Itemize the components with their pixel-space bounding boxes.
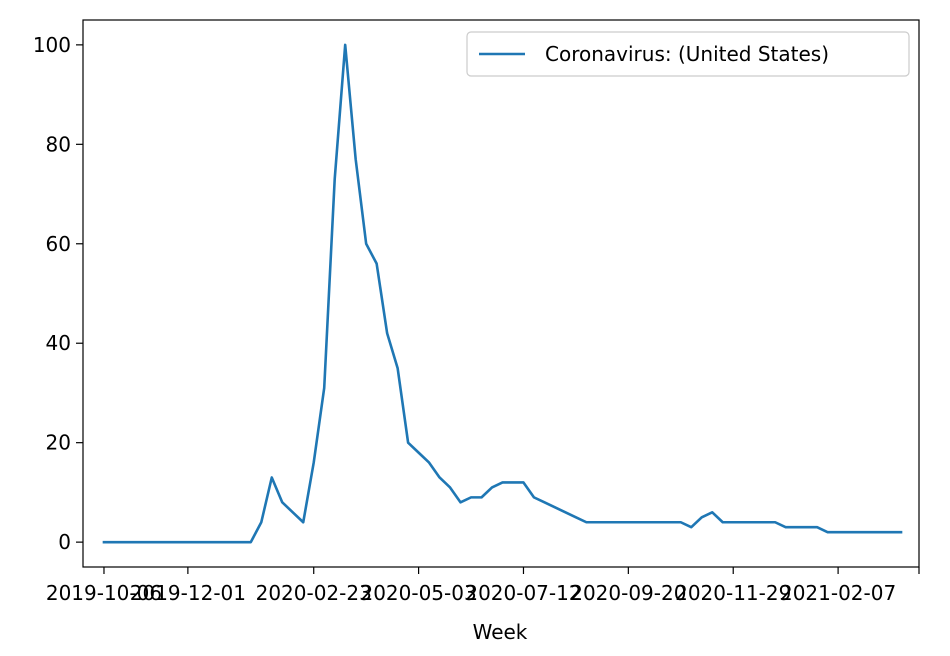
x-tick-label: 2020-02-23 <box>256 581 372 605</box>
x-tick-label: 2020-07-12 <box>465 581 581 605</box>
x-tick-label: 2020-09-20 <box>570 581 686 605</box>
y-tick-label: 40 <box>46 331 71 355</box>
legend-box <box>466 31 910 77</box>
series-line-0 <box>102 43 903 544</box>
y-tick-label: 60 <box>46 232 71 256</box>
x-tick-label: 2019-12-01 <box>130 581 246 605</box>
y-tick-label: 80 <box>46 132 71 156</box>
legend-entry: Coronavirus: (United States) <box>545 42 829 66</box>
series-group <box>102 43 903 544</box>
x-tick-label: 2020-05-03 <box>360 581 476 605</box>
x-tick-label: 2021-02-07 <box>780 581 896 605</box>
y-tick-label: 0 <box>58 530 71 554</box>
y-tick-label: 20 <box>46 431 71 455</box>
x-tick-label: 2020-11-29 <box>675 581 791 605</box>
y-tick-label: 100 <box>33 33 71 57</box>
x-tick-label: 2019-10-06 <box>46 581 162 605</box>
x-axis-label: Week <box>473 620 528 644</box>
legend: Coronavirus: (United States) <box>466 31 910 77</box>
plot-area-frame <box>82 19 920 568</box>
y-axis: 0 20 40 60 80 100 <box>33 33 83 554</box>
